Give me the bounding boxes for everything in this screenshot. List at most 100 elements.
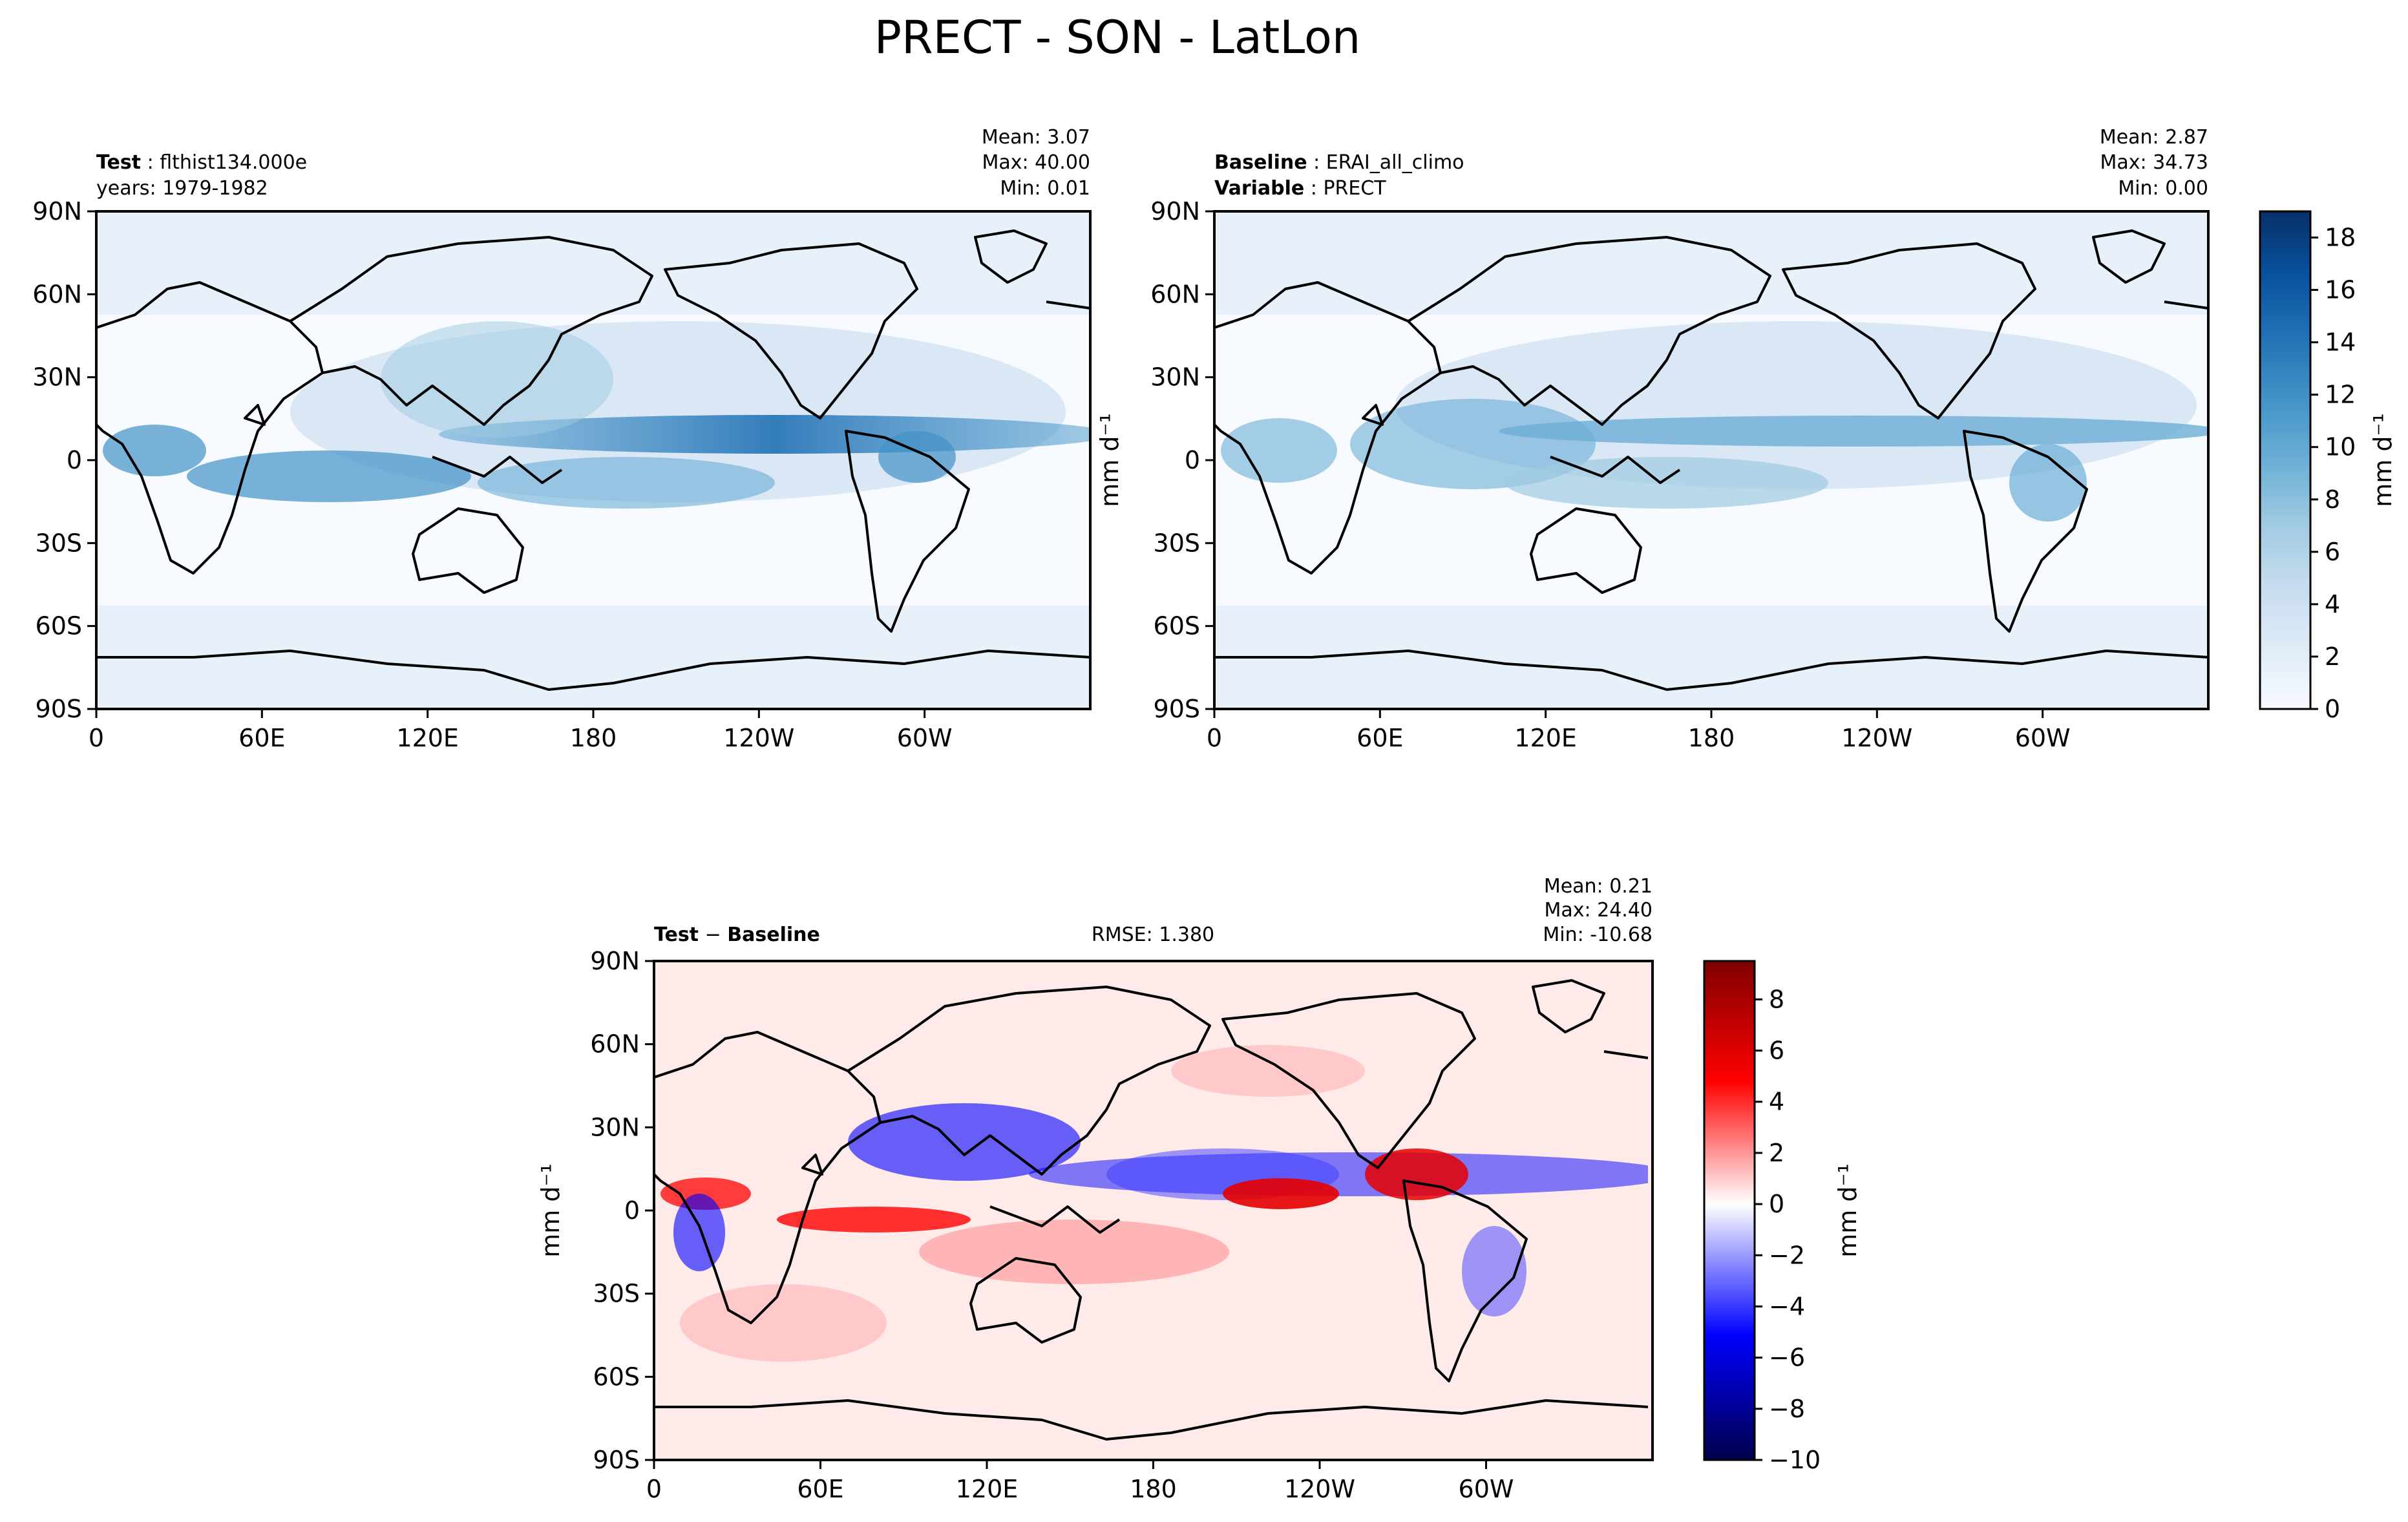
- test-header: Test : flthist134.000e years: 1979-1982 …: [96, 126, 1090, 200]
- baseline-xtick-label: 180: [1688, 724, 1735, 752]
- diff-name-key: Test: [654, 924, 699, 946]
- test-ytick-label: 30N: [32, 363, 82, 392]
- test-xtick-label: 120E: [396, 724, 459, 752]
- diff-ytick-label: 90N: [590, 947, 640, 975]
- figure-title: PRECT - SON - LatLon: [874, 11, 1360, 64]
- diff-colorbar-tick-label: 4: [1769, 1088, 1784, 1116]
- test-max: Max: 40.00: [982, 151, 1090, 174]
- diff-min: Min: -10.68: [1543, 924, 1653, 946]
- diff-ytick-label: 30N: [590, 1113, 640, 1141]
- diff-xtick-label: 60E: [797, 1475, 843, 1503]
- baseline-min: Min: 0.00: [2118, 177, 2208, 200]
- precip-colorbar-tick-label: 18: [2325, 224, 2356, 252]
- baseline-header: Baseline : ERAI_all_climo Variable : PRE…: [1214, 126, 2208, 200]
- test-xtick-label: 180: [570, 724, 617, 752]
- precip-colorbar-tick-label: 12: [2325, 381, 2356, 409]
- svg-text:Test : flthist134.000e: Test : flthist134.000e: [96, 151, 307, 174]
- diff-colorbar-tick-label: −8: [1769, 1395, 1805, 1423]
- test-min: Min: 0.01: [1000, 177, 1090, 200]
- diff-colorbar: −10 −8 −6 −4 −2 0 2 4 6 8 mm d⁻¹: [1703, 960, 1862, 1474]
- precip-colorbar-tick-label: 0: [2325, 695, 2340, 723]
- diff-name-key2: Baseline: [727, 924, 820, 946]
- test-xtick-label: 0: [89, 724, 104, 752]
- baseline-panel: [1213, 210, 2210, 710]
- diff-colorbar-tick-label: −2: [1769, 1241, 1805, 1269]
- baseline-xtick-label: 0: [1207, 724, 1222, 752]
- baseline-max: Max: 34.73: [2100, 151, 2208, 174]
- diff-colorbar-tick-label: −10: [1769, 1446, 1821, 1474]
- diff-xtick-label: 120E: [956, 1475, 1019, 1503]
- test-xtick-label: 120W: [723, 724, 794, 752]
- precip-colorbar-tick-label: 16: [2325, 276, 2356, 304]
- baseline-xtick-label: 120E: [1514, 724, 1577, 752]
- diff-colorbar-tick-label: 8: [1769, 985, 1784, 1013]
- diff-header: Test − Baseline RMSE: 1.380 Mean: 0.21 M…: [654, 875, 1653, 946]
- diff-xtick-label: 120W: [1284, 1475, 1355, 1503]
- precip-colorbar-tick-label: 8: [2325, 485, 2340, 514]
- diff-rmse: RMSE: 1.380: [1092, 924, 1214, 946]
- diff-xtick-label: 180: [1130, 1475, 1177, 1503]
- diff-max: Max: 24.40: [1544, 899, 1653, 922]
- test-ytick-label: 0: [67, 446, 82, 474]
- baseline-name-value: ERAI_all_climo: [1326, 151, 1464, 174]
- baseline-ytick-label: 60N: [1150, 280, 1200, 308]
- diff-xtick-label: 0: [646, 1475, 662, 1503]
- diff-colorbar-tick-label: 2: [1769, 1139, 1784, 1167]
- baseline-mean: Mean: 2.87: [2100, 126, 2208, 149]
- precip-colorbar-ticks: 0 2 4 6 8 10 12 14 16 18: [2310, 224, 2356, 723]
- diff-ytick-label: 60N: [590, 1030, 640, 1059]
- baseline-var-value: PRECT: [1323, 177, 1386, 200]
- test-mean: Mean: 3.07: [982, 126, 1090, 149]
- diff-xtick-label: 60W: [1459, 1475, 1514, 1503]
- top-ylabel: mm d⁻¹: [1095, 413, 1124, 507]
- test-xtick-label: 60E: [238, 724, 285, 752]
- diff-colorbar-tick-label: 6: [1769, 1037, 1784, 1065]
- precip-colorbar-tick-label: 14: [2325, 328, 2356, 357]
- test-ytick-label: 60S: [36, 612, 82, 640]
- diff-ytick-label: 30S: [593, 1280, 640, 1308]
- baseline-field: [1214, 211, 2208, 709]
- test-field: [96, 211, 1090, 709]
- diff-colorbar-label: mm d⁻¹: [1833, 1163, 1862, 1258]
- diff-colorbar-tick-label: −4: [1769, 1292, 1805, 1320]
- precip-colorbar-tick-label: 2: [2325, 642, 2340, 671]
- diff-ticks: 0 60E 120E 180 120W 60W 90N 60N 30N 0 30S 60S 90S: [590, 947, 1514, 1503]
- test-xtick-label: 60W: [897, 724, 953, 752]
- svg-text:Variable : PRECT: Variable : PRECT: [1214, 177, 1386, 200]
- baseline-ytick-label: 0: [1185, 446, 1200, 474]
- diff-ytick-label: 60S: [593, 1362, 640, 1391]
- diff-colorbar-ticks: −10 −8 −6 −4 −2 0 2 4 6 8: [1755, 985, 1821, 1474]
- svg-text:Test − Baseline: Test − Baseline: [654, 924, 820, 946]
- diff-ylabel: mm d⁻¹: [536, 1163, 565, 1258]
- precip-colorbar-tick-label: 10: [2325, 433, 2356, 461]
- test-ytick-label: 30S: [36, 529, 82, 557]
- baseline-name-key: Baseline: [1214, 151, 1307, 174]
- baseline-ytick-label: 90N: [1150, 197, 1200, 226]
- test-years: years: 1979-1982: [96, 177, 268, 200]
- precip-colorbar-label: mm d⁻¹: [2369, 413, 2397, 507]
- baseline-ytick-label: 90S: [1154, 695, 1200, 723]
- precip-colorbar: 0 2 4 6 8 10 12 14 16 18 mm d⁻¹: [2259, 210, 2397, 723]
- test-panel: [95, 210, 1092, 710]
- diff-ytick-label: 0: [624, 1196, 640, 1225]
- baseline-ticks: 0 60E 120E 180 120W 60W 90N 60N 30N 0 30S 60S 90S: [1150, 197, 2070, 752]
- baseline-ytick-label: 30S: [1154, 529, 1200, 557]
- baseline-xtick-label: 60W: [2015, 724, 2071, 752]
- diff-mean: Mean: 0.21: [1544, 875, 1653, 898]
- baseline-ytick-label: 60S: [1154, 612, 1200, 640]
- diff-ytick-label: 90S: [593, 1446, 640, 1474]
- test-ytick-label: 90S: [36, 695, 82, 723]
- precip-colorbar-tick-label: 6: [2325, 538, 2340, 566]
- diff-field: [654, 979, 1648, 1441]
- diff-colorbar-tick-label: −6: [1769, 1344, 1805, 1372]
- test-name-key: Test: [96, 151, 141, 174]
- diff-panel: [653, 960, 1654, 1461]
- test-name-value: flthist134.000e: [160, 151, 307, 174]
- precip-colorbar-tick-label: 4: [2325, 590, 2340, 618]
- diff-sep: −: [699, 924, 727, 946]
- baseline-xtick-label: 120W: [1841, 724, 1912, 752]
- diff-colorbar-tick-label: 0: [1769, 1190, 1784, 1218]
- baseline-ytick-label: 30N: [1150, 363, 1200, 392]
- baseline-xtick-label: 60E: [1357, 724, 1403, 752]
